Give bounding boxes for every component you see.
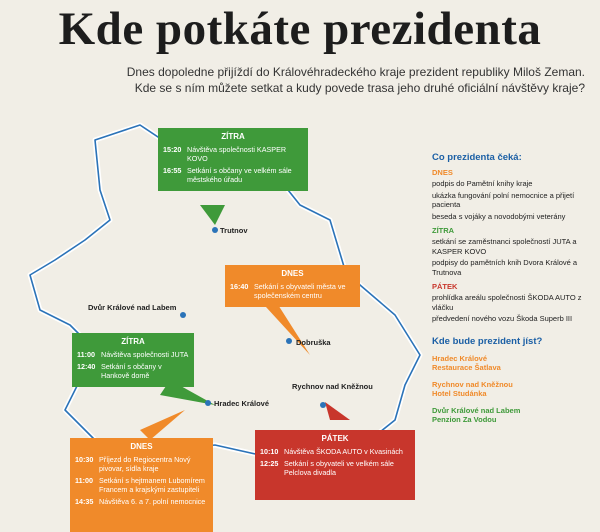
schedule-text: Návštěva společnosti JUTA <box>101 350 189 359</box>
schedule-box-dnes-hradec: DNES 10:30 Příjezd do Regiocentra Nový p… <box>70 438 213 532</box>
box-header: DNES <box>281 269 304 278</box>
schedule-row: 16:40 Setkání s obyvateli města ve spole… <box>230 282 355 300</box>
restaurant-item: Hradec Králové Restaurace Šatlava <box>432 354 600 373</box>
schedule-time: 16:40 <box>230 282 249 291</box>
sidebar-title: Co prezidenta čeká: <box>432 152 522 163</box>
schedule-text: Setkání s obyvateli města ve společenské… <box>254 282 346 300</box>
city-label-trutnov: Trutnov <box>220 226 248 235</box>
box-header: DNES <box>130 442 153 451</box>
sidebar-item: ukázka fungování polní nemocnice a přije… <box>432 190 575 210</box>
city-dot-dobruska <box>286 338 292 344</box>
schedule-text: Setkání s občany v Hankově domě <box>101 362 162 380</box>
city-dot-dvur <box>180 312 186 318</box>
schedule-box-zitra-dvur: ZÍTRA 11:00 Návštěva společnosti JUTA 12… <box>72 333 194 387</box>
sidebar-patek-label: PÁTEK <box>432 282 458 291</box>
restaurant-name: Penzion Za Vodou <box>432 415 497 424</box>
city-dot-rychnov <box>320 402 326 408</box>
city-label-dvur: Dvůr Králové nad Labem <box>88 303 177 312</box>
schedule-row: 14:35 Návštěva 6. a 7. polní nemocnice <box>75 497 208 506</box>
city-dot-trutnov <box>212 227 218 233</box>
schedule-box-zitra-trutnov: ZÍTRA 15:20 Návštěva společnosti KASPER … <box>158 128 308 191</box>
pointer-patek <box>325 402 350 420</box>
schedule-text: Návštěva 6. a 7. polní nemocnice <box>99 497 206 506</box>
schedule-row: 10:30 Příjezd do Regiocentra Nový pivova… <box>75 455 208 473</box>
schedule-row: 11:00 Návštěva společnosti JUTA <box>77 350 189 359</box>
restaurant-name: Restaurace Šatlava <box>432 363 501 372</box>
box-header: ZÍTRA <box>121 337 145 346</box>
schedule-time: 16:55 <box>163 166 182 175</box>
city-dot-hradec <box>205 400 211 406</box>
schedule-row: 12:25 Setkání s obyvateli ve velkém sále… <box>260 459 410 477</box>
schedule-row: 10:10 Návštěva ŠKODA AUTO v Kvasinách <box>260 447 410 456</box>
sidebar-zitra-label: ZÍTRA <box>432 226 455 235</box>
box-header: PÁTEK <box>321 434 349 443</box>
schedule-text: Příjezd do Regiocentra Nový pivovar, síd… <box>99 455 191 473</box>
schedule-time: 15:20 <box>163 145 182 154</box>
schedule-time: 11:00 <box>77 350 95 359</box>
subtitle-line-2: Kde se s ním můžete setkat a kudy povede… <box>134 81 585 95</box>
pointer-dnes-2 <box>140 410 185 440</box>
sidebar-item: prohlídka areálu společnosti ŠKODA AUTO … <box>432 293 582 312</box>
sidebar: Co prezidenta čeká: DNES podpis do Pamět… <box>432 152 600 530</box>
schedule-time: 12:40 <box>77 362 96 371</box>
schedule-row: 15:20 Návštěva společnosti KASPER KOVO <box>163 145 303 163</box>
schedule-text: Setkání s hejtmanem Lubomírem Francem a … <box>99 476 205 494</box>
schedule-text: Setkání s obyvateli ve velkém sále Pelcl… <box>284 459 394 477</box>
city-label-dobruska: Dobruška <box>296 338 331 347</box>
schedule-row: 11:00 Setkání s hejtmanem Lubomírem Fran… <box>75 476 208 494</box>
schedule-text: Návštěva společnosti KASPER KOVO <box>187 145 287 163</box>
subtitle-line-1: Dnes dopoledne přijíždí do Královéhradec… <box>126 65 585 79</box>
pointer-dnes-1 <box>255 295 310 355</box>
restaurant-item: Dvůr Králové nad Labem Penzion Za Vodou <box>432 406 600 425</box>
box-header: ZÍTRA <box>221 132 245 141</box>
restaurant-city: Hradec Králové <box>432 353 488 363</box>
restaurant-item: Rychnov nad Kněžnou Hotel Studánka <box>432 380 600 399</box>
schedule-time: 12:25 <box>260 459 279 468</box>
schedule-box-dnes-dobruska: DNES 16:40 Setkání s obyvateli města ve … <box>225 265 360 307</box>
schedule-row: 12:40 Setkání s občany v Hankově domě <box>77 362 189 380</box>
pointer-zitra-1 <box>200 205 225 225</box>
sidebar-item: předvedení nového vozu Škoda Superb III <box>432 314 573 323</box>
schedule-time: 10:10 <box>260 447 279 456</box>
sidebar-item: podpis do Pamětní knihy kraje <box>432 179 533 188</box>
schedule-time: 10:30 <box>75 455 94 464</box>
restaurant-city: Dvůr Králové nad Labem <box>432 405 521 415</box>
page-title: Kde potkáte prezidenta <box>58 3 542 55</box>
sidebar-item: beseda s vojáky a novodobými veterány <box>432 211 566 221</box>
subtitle: Dnes dopoledne přijíždí do Královéhradec… <box>40 64 585 96</box>
region-map: Trutnov Dvůr Králové nad Labem Dobruška … <box>0 110 430 532</box>
restaurant-city: Rychnov nad Kněžnou <box>432 379 513 389</box>
sidebar-item: setkání se zaměstnanci společností JUTA … <box>432 237 577 256</box>
restaurant-name: Hotel Studánka <box>432 389 487 398</box>
schedule-text: Návštěva ŠKODA AUTO v Kvasinách <box>284 447 403 456</box>
schedule-time: 11:00 <box>75 476 93 485</box>
schedule-box-patek-rychnov: PÁTEK 10:10 Návštěva ŠKODA AUTO v Kvasin… <box>255 430 415 500</box>
city-label-rychnov: Rychnov nad Kněžnou <box>292 382 373 391</box>
schedule-time: 14:35 <box>75 497 94 506</box>
sidebar-dnes-label: DNES <box>432 168 453 177</box>
sidebar-eat-title: Kde bude prezident jíst? <box>432 335 543 347</box>
schedule-text: Setkání s občany ve velkém sále městskéh… <box>187 166 292 184</box>
sidebar-item: podpisy do pamětních knih Dvora Králové … <box>432 258 578 277</box>
city-label-hradec: Hradec Králové <box>214 399 270 408</box>
schedule-row: 16:55 Setkání s občany ve velkém sále mě… <box>163 166 303 184</box>
